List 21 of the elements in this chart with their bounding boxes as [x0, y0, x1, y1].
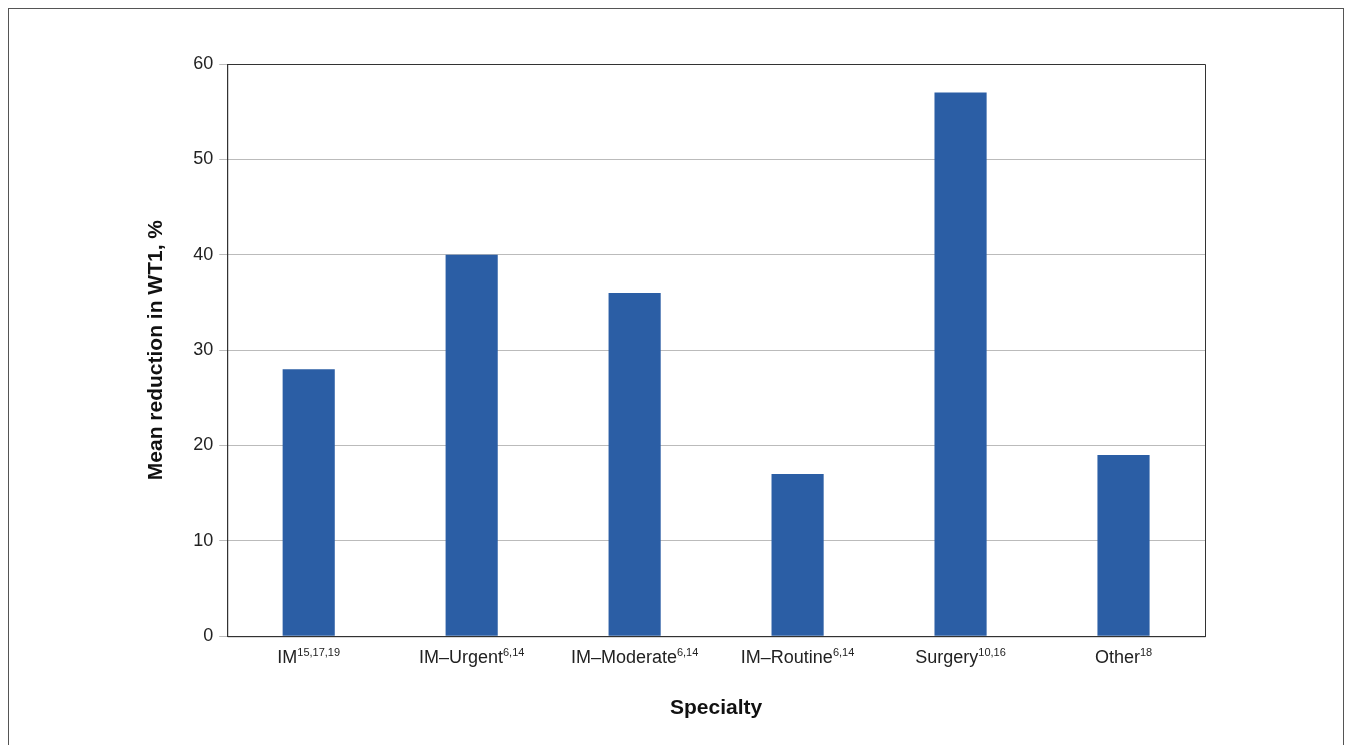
y-tick-label: 50 [193, 148, 214, 169]
x-tick-label: Surgery$^{10,16}$ [915, 646, 1006, 669]
y-tick-label: 40 [193, 243, 214, 264]
bar [445, 254, 498, 636]
bar [934, 92, 987, 636]
bar [1097, 455, 1150, 636]
y-axis-title: Mean reduction in WT1, % [143, 219, 167, 481]
x-axis-title: Specialty [670, 695, 763, 719]
x-tick-label: IM–Moderate$^{6,14}$ [570, 646, 699, 669]
y-tick-label: 10 [193, 529, 214, 550]
y-tick-label: 30 [193, 339, 214, 360]
bar [608, 292, 661, 636]
bar [282, 369, 335, 636]
x-tick-label: IM$^{15,17,19}$ [277, 646, 341, 669]
x-tick-label: IM–Urgent$^{6,14}$ [418, 646, 525, 669]
y-tick-label: 60 [193, 52, 214, 73]
x-tick-label: IM–Routine$^{6,14}$ [740, 646, 855, 669]
y-tick-label: 0 [203, 625, 214, 646]
x-tick-label: Other$^{18}$ [1094, 646, 1153, 669]
bar [771, 474, 824, 636]
y-tick-label: 20 [193, 434, 214, 455]
